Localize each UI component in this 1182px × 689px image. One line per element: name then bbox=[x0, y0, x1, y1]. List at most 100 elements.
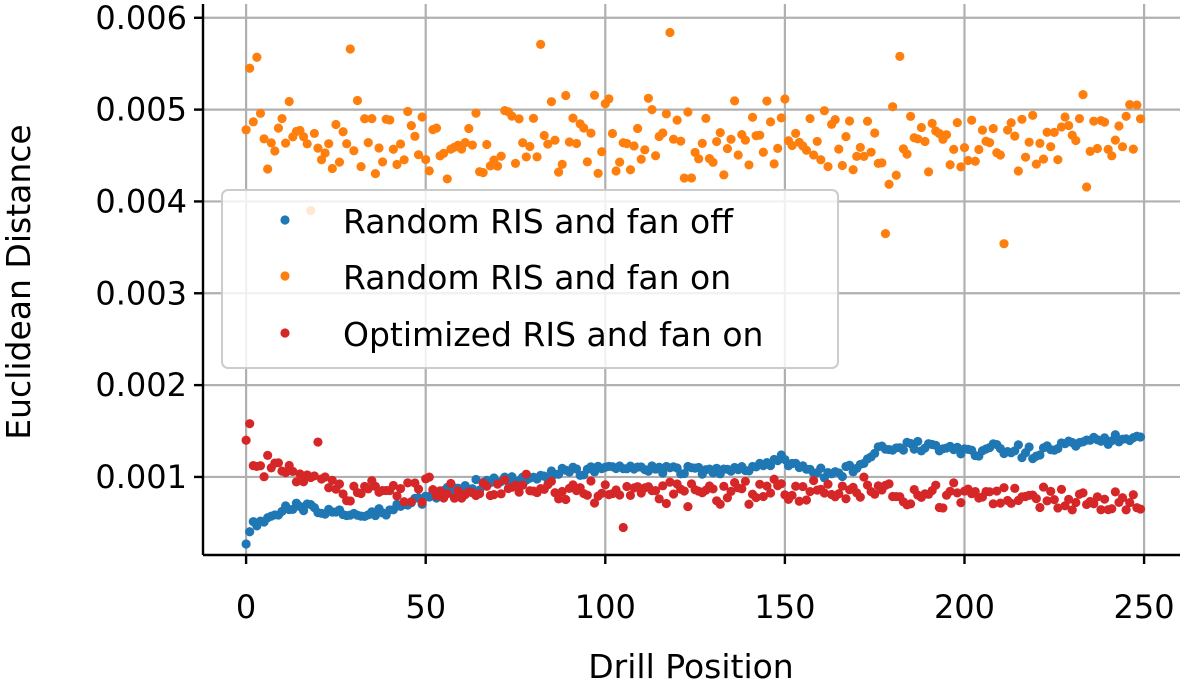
point-fan-on bbox=[536, 39, 546, 50]
legend-box bbox=[221, 189, 839, 369]
point-fan-on bbox=[349, 146, 359, 156]
point-fan-on bbox=[1006, 118, 1016, 128]
point-fan-on bbox=[367, 114, 377, 124]
point-fan-on bbox=[913, 134, 923, 144]
x-tick-label: 250 bbox=[1114, 588, 1175, 626]
point-fan-on bbox=[697, 138, 707, 148]
point-fan-on bbox=[988, 123, 998, 134]
point-fan-on bbox=[342, 139, 352, 149]
point-optimized bbox=[1071, 497, 1081, 508]
point-optimized bbox=[938, 503, 948, 513]
point-fan-on bbox=[1135, 114, 1146, 124]
point-optimized bbox=[245, 419, 255, 429]
point-fan-off bbox=[913, 436, 923, 447]
point-optimized bbox=[625, 490, 636, 501]
point-optimized bbox=[489, 490, 499, 500]
point-fan-on bbox=[1020, 152, 1031, 162]
point-fan-on bbox=[385, 115, 395, 125]
point-optimized bbox=[313, 437, 323, 447]
point-fan-on bbox=[277, 113, 287, 124]
point-fan-on bbox=[852, 151, 862, 161]
point-fan-on bbox=[550, 135, 560, 145]
point-optimized bbox=[870, 489, 880, 499]
point-optimized bbox=[1096, 505, 1106, 515]
point-optimized bbox=[855, 492, 865, 502]
point-optimized bbox=[259, 472, 269, 482]
point-fan-on bbox=[309, 128, 319, 139]
legend: Random RIS and fan off Random RIS and fa… bbox=[221, 189, 839, 369]
point-fan-on bbox=[805, 113, 815, 124]
point-fan-on bbox=[532, 152, 542, 162]
point-optimized bbox=[241, 435, 251, 445]
point-fan-on bbox=[730, 96, 740, 106]
point-fan-on bbox=[855, 142, 865, 153]
point-optimized bbox=[388, 480, 398, 491]
point-fan-on bbox=[363, 138, 373, 148]
point-fan-on bbox=[543, 139, 553, 149]
point-fan-on bbox=[776, 113, 786, 123]
point-fan-off bbox=[1110, 430, 1120, 440]
point-fan-on bbox=[787, 140, 797, 151]
point-fan-on bbox=[906, 111, 916, 121]
point-optimized bbox=[708, 484, 718, 494]
point-fan-off bbox=[241, 539, 251, 549]
point-optimized bbox=[1121, 505, 1131, 515]
point-fan-on bbox=[546, 97, 557, 107]
point-optimized bbox=[949, 478, 959, 488]
point-fan-off bbox=[1024, 442, 1034, 452]
point-fan-on bbox=[758, 147, 768, 157]
point-fan-on bbox=[1082, 182, 1092, 192]
point-optimized bbox=[798, 481, 808, 492]
point-optimized bbox=[906, 499, 916, 509]
point-optimized bbox=[884, 479, 894, 489]
point-fan-on bbox=[712, 136, 722, 147]
point-fan-on bbox=[708, 157, 718, 167]
point-optimized bbox=[273, 458, 284, 468]
point-fan-on bbox=[773, 143, 783, 153]
point-fan-on bbox=[316, 155, 327, 165]
point-optimized bbox=[496, 489, 506, 499]
point-optimized bbox=[1128, 490, 1138, 500]
point-fan-on bbox=[370, 169, 381, 179]
point-fan-on bbox=[331, 119, 341, 130]
point-fan-on bbox=[604, 94, 614, 104]
point-fan-on bbox=[518, 138, 528, 148]
point-optimized bbox=[683, 501, 693, 512]
point-optimized bbox=[668, 489, 679, 499]
x-axis-ticks: 0 50 100 150 200 250 bbox=[236, 555, 1175, 626]
point-fan-on bbox=[1046, 142, 1056, 152]
point-fan-on bbox=[1024, 137, 1034, 147]
point-fan-on bbox=[683, 107, 693, 117]
point-fan-on bbox=[941, 130, 952, 140]
point-fan-on bbox=[593, 168, 603, 178]
point-fan-on bbox=[1110, 135, 1120, 145]
point-optimized bbox=[589, 498, 600, 508]
point-optimized bbox=[740, 476, 750, 486]
point-fan-on bbox=[374, 143, 384, 153]
point-fan-on bbox=[791, 128, 801, 138]
point-optimized bbox=[453, 486, 463, 496]
point-fan-on bbox=[1117, 142, 1128, 152]
data-points bbox=[241, 27, 1146, 549]
point-optimized bbox=[737, 484, 747, 494]
point-fan-on bbox=[263, 164, 273, 174]
point-fan-on bbox=[252, 52, 262, 62]
point-optimized bbox=[363, 484, 373, 494]
point-fan-off bbox=[1135, 432, 1146, 442]
point-fan-on bbox=[744, 160, 754, 170]
point-optimized bbox=[1099, 494, 1110, 504]
point-fan-on bbox=[769, 159, 779, 169]
point-optimized bbox=[582, 490, 592, 500]
point-fan-on bbox=[395, 139, 406, 149]
point-optimized bbox=[561, 494, 571, 505]
point-optimized bbox=[586, 476, 596, 486]
point-fan-on bbox=[665, 27, 675, 38]
point-fan-off bbox=[679, 468, 689, 479]
point-fan-on bbox=[320, 148, 330, 158]
point-fan-on bbox=[597, 147, 607, 157]
point-fan-on bbox=[1099, 117, 1110, 127]
point-optimized bbox=[597, 488, 607, 498]
point-fan-on bbox=[974, 144, 984, 155]
point-fan-on bbox=[442, 174, 452, 184]
point-optimized bbox=[841, 494, 851, 504]
